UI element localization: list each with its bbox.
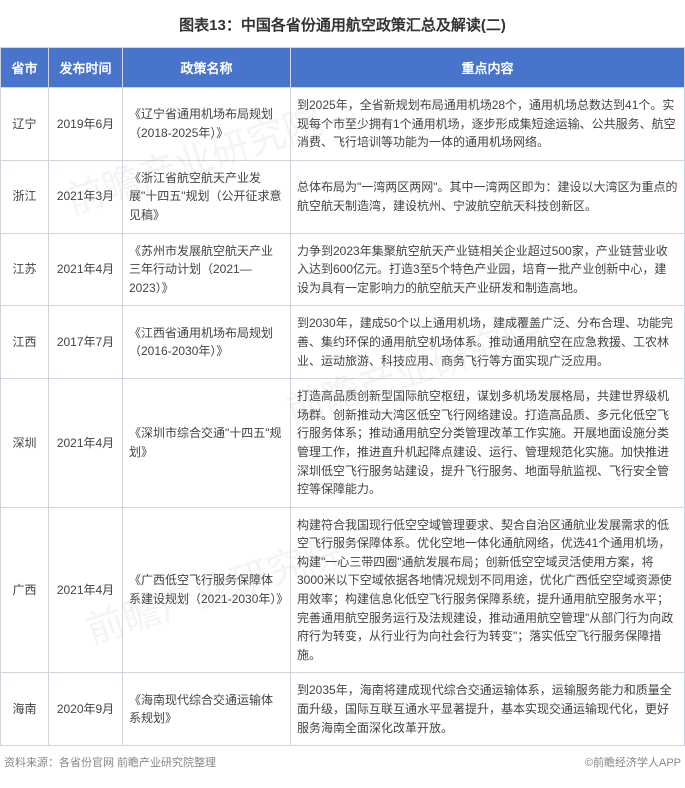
cell-policy: 《深圳市综合交通"十四五"规划》 [123, 379, 291, 508]
cell-date: 2017年7月 [49, 306, 123, 379]
cell-policy: 《江西省通用机场布局规划（2016-2030年）》 [123, 306, 291, 379]
cell-policy: 《浙江省航空航天产业发展"十四五"规划（公开征求意见稿》 [123, 160, 291, 233]
cell-policy: 《海南现代综合交通运输体系规划》 [123, 673, 291, 746]
cell-policy: 《辽宁省通用机场布局规划（2018-2025年）》 [123, 88, 291, 161]
policy-table: 省市 发布时间 政策名称 重点内容 辽宁2019年6月《辽宁省通用机场布局规划（… [0, 47, 685, 746]
cell-province: 江苏 [1, 233, 49, 306]
col-date: 发布时间 [49, 48, 123, 88]
table-row: 海南2020年9月《海南现代综合交通运输体系规划》到2035年，海南将建成现代综… [1, 673, 685, 746]
cell-content: 到2030年，建成50个以上通用机场，建成覆盖广泛、分布合理、功能完善、集约环保… [291, 306, 685, 379]
cell-content: 到2035年，海南将建成现代综合交通运输体系，运输服务能力和质量全面升级，国际互… [291, 673, 685, 746]
table-header-row: 省市 发布时间 政策名称 重点内容 [1, 48, 685, 88]
cell-policy: 《广西低空飞行服务保障体系建设规划（2021-2030年）》 [123, 507, 291, 673]
cell-date: 2021年4月 [49, 507, 123, 673]
cell-policy: 《苏州市发展航空航天产业三年行动计划（2021—2023）》 [123, 233, 291, 306]
cell-province: 辽宁 [1, 88, 49, 161]
footer: 资料来源：各省份官网 前瞻产业研究院整理 ©前瞻经济学人APP [0, 746, 685, 780]
table-row: 江西2017年7月《江西省通用机场布局规划（2016-2030年）》到2030年… [1, 306, 685, 379]
cell-date: 2020年9月 [49, 673, 123, 746]
table-row: 广西2021年4月《广西低空飞行服务保障体系建设规划（2021-2030年）》构… [1, 507, 685, 673]
col-province: 省市 [1, 48, 49, 88]
table-row: 江苏2021年4月《苏州市发展航空航天产业三年行动计划（2021—2023）》力… [1, 233, 685, 306]
cell-content: 力争到2023年集聚航空航天产业链相关企业超过500家，产业链营业收入达到600… [291, 233, 685, 306]
cell-content: 打造高品质创新型国际航空枢纽，谋划多机场发展格局，共建世界级机场群。创新推动大湾… [291, 379, 685, 508]
col-policy: 政策名称 [123, 48, 291, 88]
cell-content: 构建符合我国现行低空空域管理要求、契合自治区通航业发展需求的低空飞行服务保障体系… [291, 507, 685, 673]
cell-province: 深圳 [1, 379, 49, 508]
chart-title: 图表13：中国各省份通用航空政策汇总及解读(二) [0, 0, 685, 47]
cell-province: 海南 [1, 673, 49, 746]
table-row: 深圳2021年4月《深圳市综合交通"十四五"规划》打造高品质创新型国际航空枢纽，… [1, 379, 685, 508]
table-row: 浙江2021年3月《浙江省航空航天产业发展"十四五"规划（公开征求意见稿》总体布… [1, 160, 685, 233]
source-right: ©前瞻经济学人APP [585, 754, 681, 770]
cell-province: 江西 [1, 306, 49, 379]
cell-province: 浙江 [1, 160, 49, 233]
source-left: 资料来源：各省份官网 前瞻产业研究院整理 [4, 754, 216, 770]
cell-province: 广西 [1, 507, 49, 673]
cell-date: 2021年3月 [49, 160, 123, 233]
table-row: 辽宁2019年6月《辽宁省通用机场布局规划（2018-2025年）》到2025年… [1, 88, 685, 161]
cell-date: 2021年4月 [49, 379, 123, 508]
cell-content: 到2025年，全省新规划布局通用机场28个，通用机场总数达到41个。实现每个市至… [291, 88, 685, 161]
cell-date: 2019年6月 [49, 88, 123, 161]
col-content: 重点内容 [291, 48, 685, 88]
cell-content: 总体布局为"一湾两区两网"。其中一湾两区即为：建设以大湾区为重点的航空航天制造湾… [291, 160, 685, 233]
cell-date: 2021年4月 [49, 233, 123, 306]
